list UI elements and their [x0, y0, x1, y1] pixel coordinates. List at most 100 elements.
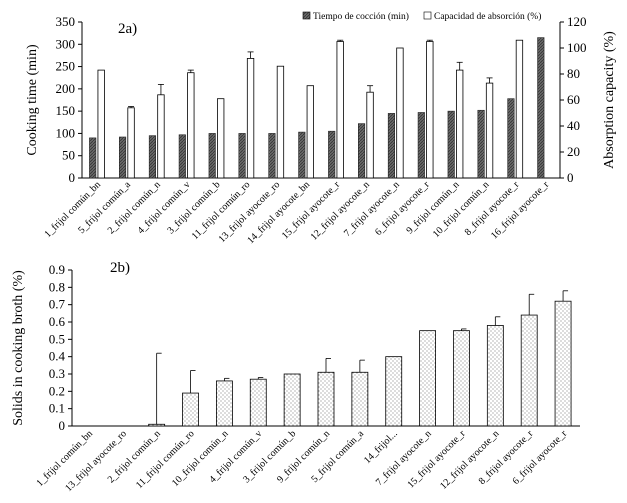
- legend-label-absorption: Capacidad de absorción (%): [434, 11, 541, 22]
- panel-label-a: 2a): [118, 21, 137, 37]
- legend-label-cooking-time: Tiempo de cocción (min): [313, 11, 409, 22]
- bar-cooking-time-1-frijol-comun-bn: [89, 137, 97, 179]
- bar-absorption-2-frijol-comun-n: [157, 94, 165, 179]
- y-tick-label-b: 0.1: [49, 401, 65, 416]
- bar-absorption-9-frijol-comun-n: [456, 69, 464, 179]
- x-tick-label-b: 15_frijol ayocote_r: [405, 428, 468, 491]
- y2-tick-label-a: 80: [567, 66, 580, 81]
- bar-absorption-15-frijol-ayocote-r: [336, 41, 344, 179]
- bar-cooking-time-16-frijol-ayocote-r: [537, 37, 545, 179]
- chart-panel-a: 2a) Cooking time (min) Absorption capaci…: [25, 11, 617, 246]
- bar-cooking-time-15-frijol-ayocote-r: [328, 130, 336, 179]
- x-axis-labels-a: 1_frijol común_bn5_frijol común_a2_frijo…: [42, 179, 551, 246]
- y-tick-label-b: 0.8: [49, 279, 65, 294]
- chart-panel-b: 2b) Solids in cooking broth (%) 00.10.20…: [11, 260, 580, 494]
- y-tick-label-a: 200: [56, 81, 76, 96]
- legend-swatch-absorption: [423, 11, 432, 20]
- x-tick-label-a: 9_frijol común_n: [404, 179, 461, 236]
- y-tick-label-b: 0.7: [49, 297, 66, 312]
- y-tick-label-a: 0: [69, 170, 76, 185]
- bar-cooking-time-9-frijol-comun-n: [447, 110, 455, 179]
- bar-cooking-time-3-frijol-comun-b: [208, 133, 216, 179]
- bar-cooking-time-14-frijol-ayocote-bn: [298, 131, 306, 179]
- bar-absorption-4-frijol-comun-v: [187, 72, 195, 179]
- x-tick-label-a: 4_frijol común_v: [136, 179, 193, 236]
- bar-solids-4-frijol-comun-v: [249, 378, 267, 427]
- bar-solids-12-frijol-ayocote-n: [486, 325, 504, 427]
- y-tick-label-b: 0.2: [49, 383, 65, 398]
- bar-solids-6-frijol-ayocote-r: [554, 300, 572, 427]
- bar-cooking-time-8-frijol-ayocote-r: [507, 98, 515, 179]
- y2-tick-label-a: 120: [567, 14, 587, 29]
- y2-tick-label-a: 20: [567, 144, 580, 159]
- bar-absorption-1-frijol-comun-bn: [97, 69, 105, 179]
- bar-cooking-time-7-frijol-ayocote-n: [387, 113, 395, 179]
- x-tick-label-a: 5_frijol común_a: [76, 179, 133, 236]
- bar-solids-5-frijol-comun-a: [351, 371, 369, 427]
- x-tick-label-b: 1_frijol común_bn: [34, 428, 95, 489]
- x-tick-label-a: 8_frijol ayocote_r: [463, 179, 522, 238]
- bar-absorption-12-frijol-ayocote-n: [366, 91, 374, 179]
- y-tick-label-a: 250: [56, 59, 76, 74]
- bar-solids-10-frijol-comun-n: [215, 380, 233, 427]
- y2-axis-ticks-a: 0 20 40 60 80 100 120: [560, 14, 587, 185]
- bar-cooking-time-10-frijol-comun-n: [477, 109, 485, 179]
- bar-absorption-11-frijol-comun-ro: [246, 58, 255, 179]
- y2-tick-label-a: 0: [567, 170, 574, 185]
- y-axis-ticks-a: 0 50 100 150 200 250 300 350: [56, 14, 82, 185]
- panel-label-b: 2b): [110, 260, 130, 276]
- x-tick-label-b: 12_frijol ayocote_n: [438, 428, 501, 491]
- y2-tick-label-a: 60: [567, 92, 580, 107]
- y-tick-label-a: 100: [56, 125, 76, 140]
- bar-solids-3-frijol-comun-b: [283, 373, 301, 427]
- bar-solids-14-frijol: [385, 356, 403, 427]
- bar-solids-8-frijol-ayocote-r: [520, 314, 538, 427]
- y2-tick-label-a: 40: [567, 118, 580, 133]
- bar-cooking-time-12-frijol-ayocote-n: [358, 123, 366, 179]
- bar-solids-15-frijol-ayocote-r: [453, 330, 470, 427]
- x-tick-label-a: 16_frijol ayocote_r: [489, 179, 552, 242]
- bars-b: [148, 290, 572, 427]
- bar-solids-7-frijol-ayocote-n: [419, 330, 437, 427]
- y-tick-label-b: 0.4: [49, 349, 66, 364]
- y-tick-label-a: 300: [56, 36, 76, 51]
- x-tick-label-a: 6_frijol ayocote_r: [373, 179, 432, 238]
- y-tick-label-b: 0: [59, 418, 66, 433]
- x-tick-label-a: 3_frijol común_b: [165, 179, 222, 236]
- bar-solids-2-frijol-comun-n: [148, 423, 166, 427]
- bar-cooking-time-6-frijol-ayocote-r: [417, 112, 425, 179]
- bar-absorption-5-frijol-comun-a: [127, 107, 135, 179]
- x-tick-label-a: 2_frijol común_n: [106, 179, 163, 236]
- bars-a: [89, 37, 545, 179]
- legend-swatch-cooking-time: [302, 11, 311, 20]
- x-tick-label-b: 11_frijol común_ro: [134, 428, 197, 491]
- y-tick-label-a: 50: [62, 148, 75, 163]
- bar-absorption-10-frijol-comun-n: [485, 82, 494, 179]
- y-axis-title-a: Cooking time (min): [25, 44, 40, 156]
- bar-absorption-7-frijol-ayocote-n: [396, 47, 404, 179]
- bar-cooking-time-11-frijol-comun-ro: [238, 133, 246, 179]
- bar-solids-11-frijol-comun-ro: [182, 392, 199, 427]
- y-tick-label-b: 0.3: [49, 366, 65, 381]
- bar-absorption-6-frijol-ayocote-r: [426, 41, 434, 179]
- bar-solids-9-frijol-comun-n: [317, 371, 335, 427]
- y-axis-ticks-b: 0 0.1 0.2 0.3 0.4 0.5 0.6 0.7 0.8 0.9: [49, 262, 72, 433]
- y-tick-label-b: 0.9: [49, 262, 65, 277]
- y-tick-label-b: 0.6: [49, 314, 66, 329]
- bar-absorption-13-frijol-ayocote-ro: [276, 65, 285, 179]
- bar-absorption-14-frijol-ayocote-bn: [306, 85, 314, 179]
- bar-absorption-3-frijol-comun-b: [217, 98, 225, 179]
- bar-cooking-time-4-frijol-comun-v: [178, 134, 186, 179]
- x-tick-label-b: 13_frijol ayocote_ro: [63, 428, 129, 494]
- y-tick-label-a: 150: [56, 103, 76, 118]
- y-tick-label-b: 0.5: [49, 331, 65, 346]
- bar-absorption-8-frijol-ayocote-r: [515, 39, 524, 179]
- y2-tick-label-a: 100: [567, 40, 587, 55]
- y-axis-title-b: Solids in cooking broth (%): [11, 270, 26, 426]
- bar-cooking-time-13-frijol-ayocote-ro: [268, 133, 276, 179]
- bar-cooking-time-2-frijol-comun-n: [148, 135, 156, 179]
- y2-axis-title-a: Absorption capacity (%): [602, 31, 617, 169]
- bar-cooking-time-5-frijol-comun-a: [119, 136, 127, 179]
